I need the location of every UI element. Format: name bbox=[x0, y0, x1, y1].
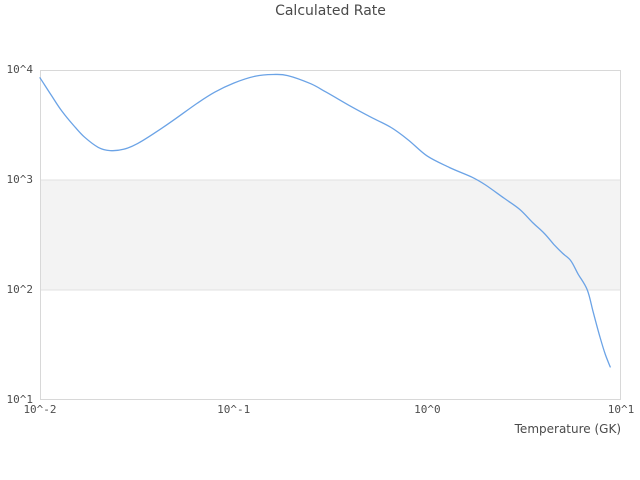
plot-border bbox=[40, 70, 621, 400]
y-tick-label-1e3: 10^3 bbox=[6, 173, 34, 186]
x-axis-title: Temperature (GK) bbox=[514, 422, 621, 436]
x-tick-label-1e-1: 10^-1 bbox=[217, 403, 251, 416]
x-tick-label-1e-2: 10^-2 bbox=[23, 403, 57, 416]
rate-curve bbox=[39, 73, 611, 368]
x-tick-label-1e1: 10^1 bbox=[607, 403, 635, 416]
y-tick-label-1e4: 10^4 bbox=[6, 63, 34, 76]
shaded-band bbox=[40, 180, 621, 290]
y-tick-label-1e1: 10^1 bbox=[6, 393, 34, 406]
y-tick-label-1e2: 10^2 bbox=[6, 283, 34, 296]
chart-title: Calculated Rate bbox=[275, 3, 386, 19]
x-tick-label-1e0: 10^0 bbox=[414, 403, 441, 416]
